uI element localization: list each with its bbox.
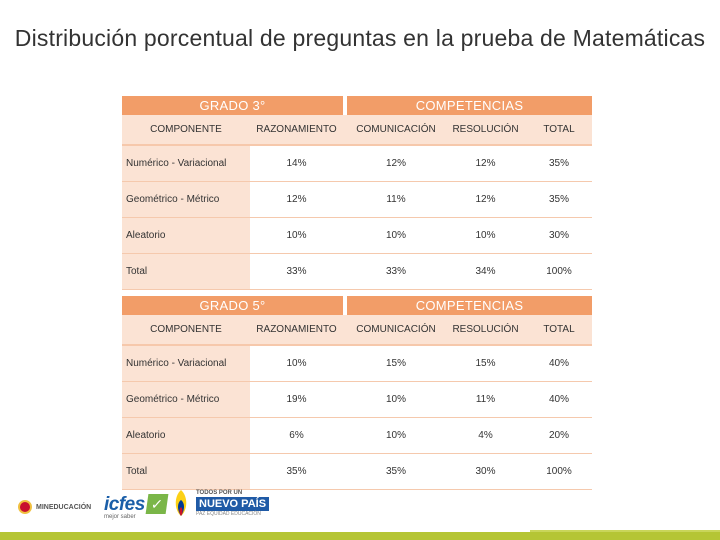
grade-header: GRADO 5° <box>122 296 343 315</box>
cell-total: 30% <box>526 217 592 254</box>
col-header-resolucion: RESOLUCIÓN <box>445 315 526 346</box>
icfes-logo: icfes ✓ mejor saber <box>104 494 169 520</box>
cell-razonamiento: 14% <box>250 145 343 182</box>
cell-total: 35% <box>526 145 592 182</box>
cell-comunicacion: 11% <box>347 181 445 218</box>
competencias-header: COMPETENCIAS <box>347 96 592 115</box>
table-row: Total 33% 33% 34% 100% <box>122 253 592 290</box>
row-label: Total <box>122 253 250 290</box>
cell-comunicacion: 35% <box>347 453 445 490</box>
col-header-total: TOTAL <box>526 115 592 146</box>
cell-comunicacion: 10% <box>347 217 445 254</box>
table-grado-5: GRADO 5° COMPETENCIAS COMPONENTE RAZONAM… <box>122 296 592 490</box>
row-label: Geométrico - Métrico <box>122 381 250 418</box>
colombia-flag-icon <box>175 490 187 516</box>
cell-total: 35% <box>526 181 592 218</box>
cell-resolucion: 34% <box>445 253 526 290</box>
table-row: Aleatorio 6% 10% 4% 20% <box>122 417 592 454</box>
cell-comunicacion: 12% <box>347 145 445 182</box>
row-label: Aleatorio <box>122 417 250 454</box>
cell-total: 40% <box>526 345 592 382</box>
cell-razonamiento: 10% <box>250 217 343 254</box>
cell-comunicacion: 33% <box>347 253 445 290</box>
table-grado-3: GRADO 3° COMPETENCIAS COMPONENTE RAZONAM… <box>122 96 592 290</box>
col-header-total: TOTAL <box>526 315 592 346</box>
todos-por-un-nuevo-pais-logo: TODOS POR UN NUEVO PAÍS PAZ EQUIDAD EDUC… <box>170 488 270 518</box>
col-header-comunicacion: COMUNICACIÓN <box>347 115 445 146</box>
row-label: Geométrico - Métrico <box>122 181 250 218</box>
cell-comunicacion: 10% <box>347 417 445 454</box>
col-header-razonamiento: RAZONAMIENTO <box>250 315 343 346</box>
cell-razonamiento: 35% <box>250 453 343 490</box>
competencias-header: COMPETENCIAS <box>347 296 592 315</box>
footer-bar <box>0 532 720 540</box>
cell-comunicacion: 15% <box>347 345 445 382</box>
col-header-resolucion: RESOLUCIÓN <box>445 115 526 146</box>
row-label: Total <box>122 453 250 490</box>
cell-razonamiento: 12% <box>250 181 343 218</box>
cell-resolucion: 4% <box>445 417 526 454</box>
table-row: Geométrico - Métrico 12% 11% 12% 35% <box>122 181 592 218</box>
cell-total: 100% <box>526 453 592 490</box>
table-row: Numérico - Variacional 14% 12% 12% 35% <box>122 145 592 182</box>
grade-header: GRADO 3° <box>122 96 343 115</box>
col-header-razonamiento: RAZONAMIENTO <box>250 115 343 146</box>
cell-razonamiento: 33% <box>250 253 343 290</box>
row-label: Numérico - Variacional <box>122 145 250 182</box>
seal-icon <box>18 500 32 514</box>
footer-accent <box>530 530 720 532</box>
cell-resolucion: 15% <box>445 345 526 382</box>
cell-resolucion: 10% <box>445 217 526 254</box>
col-header-comunicacion: COMUNICACIÓN <box>347 315 445 346</box>
slide-title: Distribución porcentual de preguntas en … <box>14 25 706 51</box>
row-label: Aleatorio <box>122 217 250 254</box>
cell-total: 100% <box>526 253 592 290</box>
cell-resolucion: 12% <box>445 181 526 218</box>
cell-total: 20% <box>526 417 592 454</box>
table-row: Aleatorio 10% 10% 10% 30% <box>122 217 592 254</box>
cell-resolucion: 11% <box>445 381 526 418</box>
table-row: Geométrico - Métrico 19% 10% 11% 40% <box>122 381 592 418</box>
row-label: Numérico - Variacional <box>122 345 250 382</box>
col-header-componente: COMPONENTE <box>122 115 250 146</box>
cell-resolucion: 12% <box>445 145 526 182</box>
cell-razonamiento: 6% <box>250 417 343 454</box>
cell-total: 40% <box>526 381 592 418</box>
check-icon: ✓ <box>145 494 169 514</box>
cell-razonamiento: 19% <box>250 381 343 418</box>
table-row: Numérico - Variacional 10% 15% 15% 40% <box>122 345 592 382</box>
cell-comunicacion: 10% <box>347 381 445 418</box>
mineducacion-logo: MINEDUCACIÓN <box>18 500 91 514</box>
col-header-componente: COMPONENTE <box>122 315 250 346</box>
table-row: Total 35% 35% 30% 100% <box>122 453 592 490</box>
cell-resolucion: 30% <box>445 453 526 490</box>
cell-razonamiento: 10% <box>250 345 343 382</box>
